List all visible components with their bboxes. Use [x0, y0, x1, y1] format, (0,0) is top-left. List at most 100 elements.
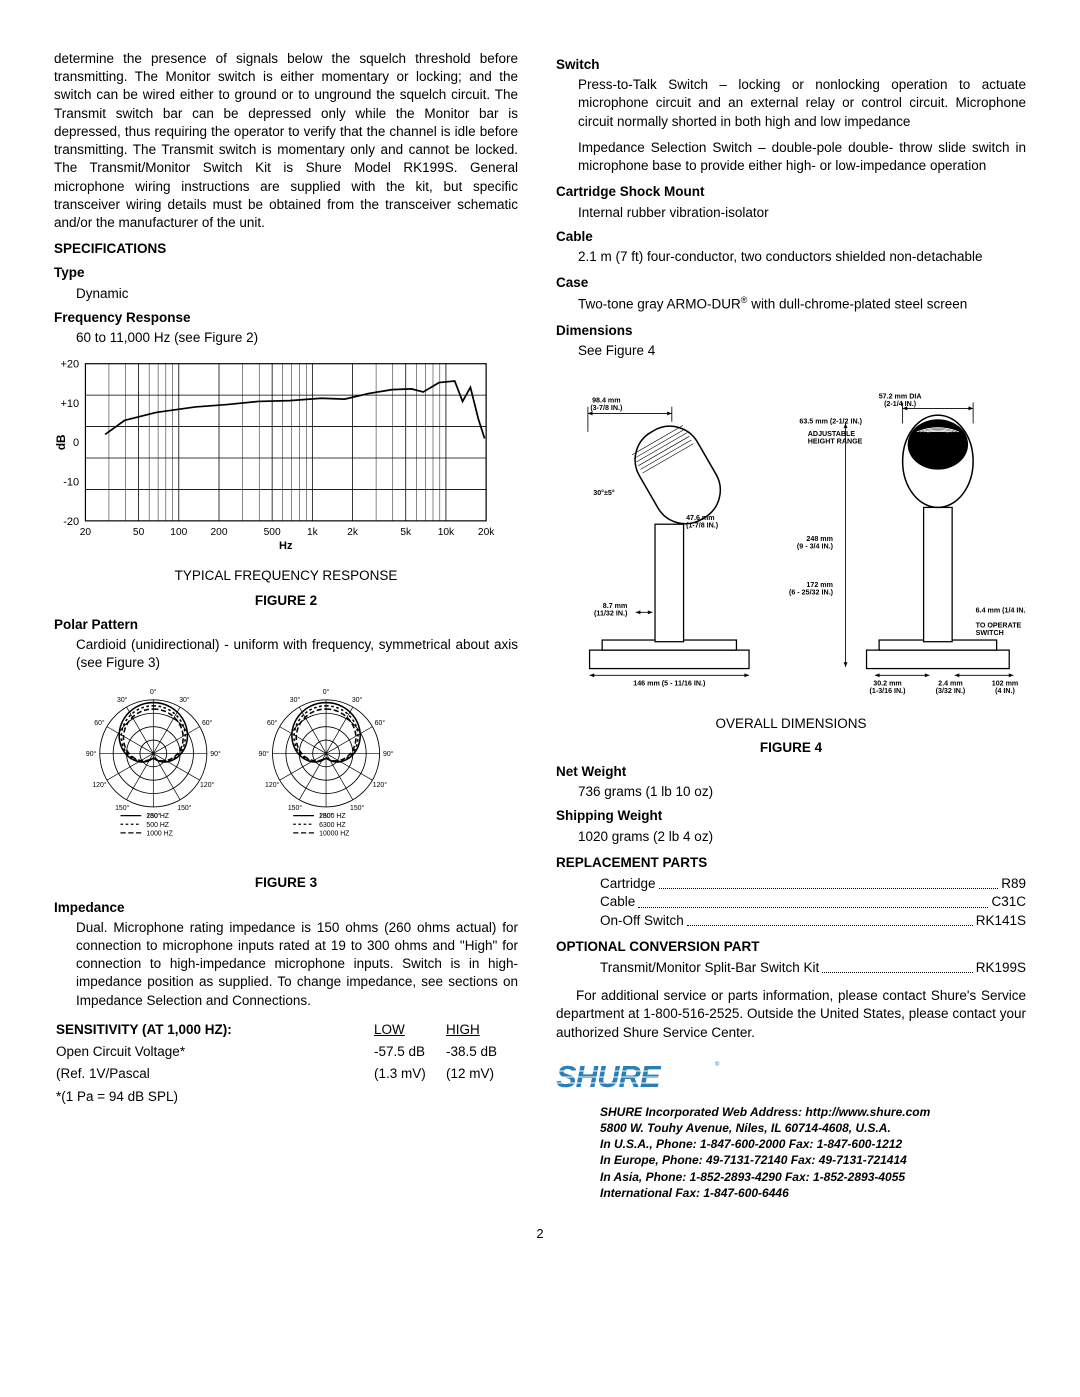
sens-r2-low: (1.3 mV) [374, 1064, 444, 1084]
svg-text:90°: 90° [383, 750, 394, 758]
svg-text:(1-7/8 IN.): (1-7/8 IN.) [686, 521, 719, 529]
parts-label: On-Off Switch [600, 912, 684, 930]
svg-text:120°: 120° [200, 781, 214, 789]
contact-info: SHURE Incorporated Web Address: http://w… [600, 1104, 1026, 1201]
polar-pattern-svg: 0°30°60°90°120°150°180°150°120°90°60°30°… [54, 680, 434, 870]
svg-text:60°: 60° [267, 719, 278, 727]
svg-text:120°: 120° [265, 781, 279, 789]
sens-r3-label: *(1 Pa = 94 dB SPL) [56, 1087, 372, 1107]
svg-text:10k: 10k [438, 527, 455, 538]
svg-text:6300 HZ: 6300 HZ [319, 822, 345, 829]
parts-label: Cartridge [600, 875, 656, 893]
polar-pattern-heading: Polar Pattern [54, 616, 518, 634]
svg-text:60°: 60° [202, 719, 213, 727]
svg-text:-10: -10 [63, 477, 79, 489]
freq-response-value: 60 to 11,000 Hz (see Figure 2) [76, 329, 518, 347]
sensitivity-table: SENSITIVITY (AT 1,000 HZ): LOW HIGH Open… [54, 1018, 518, 1109]
svg-text:30°: 30° [117, 697, 128, 705]
svg-text:120°: 120° [92, 781, 106, 789]
figure-2-caption-2: FIGURE 2 [54, 592, 518, 610]
svg-text:HEIGHT RANGE: HEIGHT RANGE [808, 437, 863, 445]
svg-text:30°: 30° [290, 697, 301, 705]
svg-text:200: 200 [210, 527, 227, 538]
cable-heading: Cable [556, 228, 1026, 246]
parts-label: Cable [600, 893, 635, 911]
figure-4-diagram: 98.4 mm(3-7/8 IN.)30°±5°47.6 mm(1-7/8 IN… [556, 371, 1026, 711]
contact-line: In Europe, Phone: 49-7131-72140 Fax: 49-… [600, 1152, 1026, 1168]
parts-dots [659, 875, 999, 889]
figure-2-chart: +20+100-10-2020501002005001k2k5k10k20kdB… [54, 353, 518, 563]
svg-text:®: ® [715, 1061, 720, 1068]
figure-2-caption-1: TYPICAL FREQUENCY RESPONSE [54, 567, 518, 585]
svg-text:5k: 5k [400, 527, 412, 538]
svg-text:150°: 150° [177, 804, 191, 812]
contact-line: 5800 W. Touhy Avenue, Niles, IL 60714-46… [600, 1120, 1026, 1136]
svg-text:150°: 150° [350, 804, 364, 812]
switch-text-2: Impedance Selection Switch – double-pole… [578, 139, 1026, 175]
shure-logo: SHURE® [556, 1056, 1026, 1100]
sens-r1-high: -38.5 dB [446, 1042, 516, 1062]
switch-text-1: Press-to-Talk Switch – locking or nonloc… [578, 76, 1026, 131]
svg-text:30°±5°: 30°±5° [593, 488, 615, 496]
svg-text:90°: 90° [86, 750, 97, 758]
sens-col-high: HIGH [446, 1020, 516, 1040]
svg-text:(11/32 IN.): (11/32 IN.) [594, 609, 628, 617]
shure-logo-svg: SHURE® [556, 1056, 726, 1100]
svg-text:10000 HZ: 10000 HZ [319, 831, 349, 838]
svg-text:-20: -20 [63, 516, 79, 528]
parts-row: Cable C31C [600, 893, 1026, 911]
net-weight-heading: Net Weight [556, 763, 1026, 781]
case-text-a: Two-tone gray ARMO-DUR [578, 297, 741, 312]
left-column: determine the presence of signals below … [54, 50, 518, 1201]
svg-text:0°: 0° [323, 688, 330, 696]
svg-text:50: 50 [133, 527, 145, 538]
switch-heading: Switch [556, 56, 1026, 74]
impedance-heading: Impedance [54, 899, 518, 917]
parts-dots [687, 912, 973, 926]
case-text: Two-tone gray ARMO-DUR® with dull-chrome… [578, 294, 1026, 314]
dimensions-heading: Dimensions [556, 322, 1026, 340]
svg-text:0: 0 [73, 437, 79, 449]
svg-text:63.5 mm (2-1/2 IN.): 63.5 mm (2-1/2 IN.) [799, 417, 862, 425]
svg-text:90°: 90° [210, 750, 221, 758]
svg-text:dB: dB [55, 435, 68, 451]
cartridge-shock-mount-text: Internal rubber vibration-isolator [578, 204, 1026, 222]
sens-r2-high: (12 mV) [446, 1064, 516, 1084]
shipping-weight-text: 1020 grams (2 lb 4 oz) [578, 828, 1026, 846]
svg-text:500 HZ: 500 HZ [146, 822, 169, 829]
svg-text:20: 20 [80, 527, 92, 538]
svg-text:(6 - 25/32 IN.): (6 - 25/32 IN.) [789, 588, 834, 596]
optional-conversion-heading: OPTIONAL CONVERSION PART [556, 938, 1026, 956]
svg-text:2k: 2k [347, 527, 359, 538]
shipping-weight-heading: Shipping Weight [556, 807, 1026, 825]
parts-dots [822, 959, 972, 973]
figure-3-diagram: 0°30°60°90°120°150°180°150°120°90°60°30°… [54, 680, 518, 870]
dimensions-svg: 98.4 mm(3-7/8 IN.)30°±5°47.6 mm(1-7/8 IN… [556, 371, 1026, 711]
impedance-text: Dual. Microphone rating impedance is 150… [76, 919, 518, 1010]
service-info-text: For additional service or parts informat… [556, 987, 1026, 1042]
parts-value: C31C [991, 893, 1026, 911]
net-weight-text: 736 grams (1 lb 10 oz) [578, 783, 1026, 801]
case-heading: Case [556, 274, 1026, 292]
svg-text:1k: 1k [307, 527, 319, 538]
svg-text:SWITCH: SWITCH [976, 629, 1004, 637]
svg-text:Hz: Hz [279, 540, 293, 552]
sens-r1-label: Open Circuit Voltage* [56, 1042, 372, 1062]
parts-row: On-Off SwitchRK141S [600, 912, 1026, 930]
page-number: 2 [54, 1225, 1026, 1243]
figure-3-caption: FIGURE 3 [54, 874, 518, 892]
svg-text:(1-3/16 IN.): (1-3/16 IN.) [869, 686, 906, 694]
svg-text:30°: 30° [179, 697, 190, 705]
replacement-parts-heading: REPLACEMENT PARTS [556, 854, 1026, 872]
parts-dots [638, 893, 988, 907]
svg-text:60°: 60° [375, 719, 386, 727]
sensitivity-heading: SENSITIVITY (AT 1,000 HZ): [56, 1020, 372, 1040]
svg-text:(3/32 IN.): (3/32 IN.) [936, 686, 966, 694]
svg-text:500: 500 [264, 527, 281, 538]
optional-part-row: Transmit/Monitor Split-Bar Switch KitRK1… [600, 959, 1026, 977]
type-value: Dynamic [76, 285, 518, 303]
sens-r1-low: -57.5 dB [374, 1042, 444, 1062]
two-column-layout: determine the presence of signals below … [54, 50, 1026, 1201]
contact-line: SHURE Incorporated Web Address: http://w… [600, 1104, 1026, 1120]
svg-text:(3-7/8 IN.): (3-7/8 IN.) [590, 404, 623, 412]
